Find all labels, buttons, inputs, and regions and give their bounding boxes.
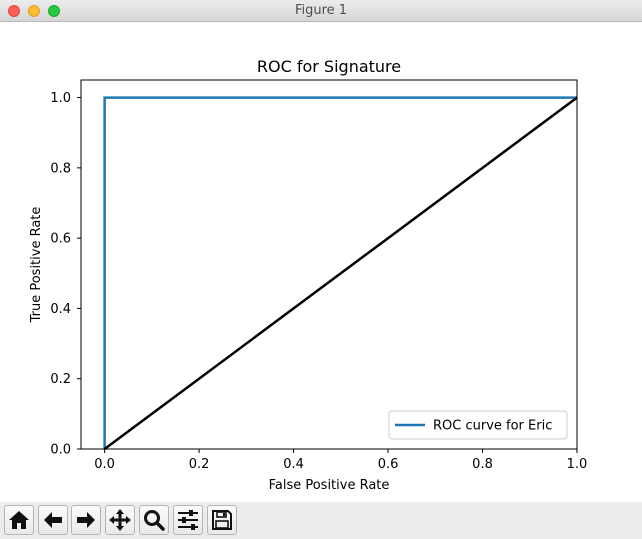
home-button[interactable] bbox=[4, 505, 34, 535]
roc-chart: 0.0 0.2 0.4 0.6 0.8 1.0 0.0 0.2 0.4 0.6 0.8 1.0 ROC … bbox=[29, 57, 588, 493]
move-icon bbox=[109, 509, 131, 531]
legend-box bbox=[388, 410, 568, 440]
y-tick-label: 0.6 bbox=[50, 232, 71, 247]
y-axis-label: True Positive Rate bbox=[29, 207, 44, 324]
axes-frame bbox=[80, 79, 578, 450]
magnifier-icon bbox=[144, 510, 165, 531]
roc-curve-line bbox=[103, 96, 577, 449]
minimize-window-button[interactable] bbox=[28, 5, 40, 17]
x-tick-label: 0.6 bbox=[378, 457, 399, 472]
x-tick-label: 0.8 bbox=[472, 457, 493, 472]
close-window-button[interactable] bbox=[8, 5, 20, 17]
back-button[interactable] bbox=[38, 505, 68, 535]
x-tick-label: 0.2 bbox=[189, 457, 210, 472]
y-tick-label: 0.2 bbox=[50, 372, 71, 387]
navigation-toolbar bbox=[0, 502, 642, 539]
zoom-button[interactable] bbox=[139, 505, 169, 535]
x-axis-label: False Positive Rate bbox=[269, 478, 390, 493]
y-tick-label: 0.0 bbox=[50, 443, 71, 458]
y-tick-label: 0.8 bbox=[50, 161, 71, 176]
sliders-icon bbox=[178, 510, 198, 530]
home-icon bbox=[9, 511, 29, 529]
floppy-disk-icon bbox=[212, 510, 232, 530]
x-tick-label: 0.0 bbox=[94, 457, 115, 472]
chart-title: ROC for Signature bbox=[257, 57, 401, 76]
y-tick-label: 0.4 bbox=[50, 302, 71, 317]
y-tick-label: 1.0 bbox=[50, 91, 71, 106]
forward-button[interactable] bbox=[71, 505, 101, 535]
title-bar: Figure 1 bbox=[0, 0, 642, 22]
zoom-window-button[interactable] bbox=[48, 5, 60, 17]
diagonal-reference-line bbox=[103, 96, 578, 451]
configure-subplots-button[interactable] bbox=[173, 505, 203, 535]
arrow-right-icon bbox=[77, 512, 95, 528]
arrow-left-icon bbox=[44, 512, 62, 528]
x-tick-label: 0.4 bbox=[283, 457, 304, 472]
figure-canvas[interactable]: 0.0 0.2 0.4 0.6 0.8 1.0 0.0 0.2 0.4 0.6 0.8 1.0 ROC … bbox=[0, 22, 642, 502]
pan-button[interactable] bbox=[105, 505, 135, 535]
x-tick-label: 1.0 bbox=[567, 457, 588, 472]
legend-label: ROC curve for Eric bbox=[433, 419, 552, 434]
window-title: Figure 1 bbox=[294, 3, 348, 18]
plot-area bbox=[81, 80, 577, 449]
save-button[interactable] bbox=[207, 505, 237, 535]
